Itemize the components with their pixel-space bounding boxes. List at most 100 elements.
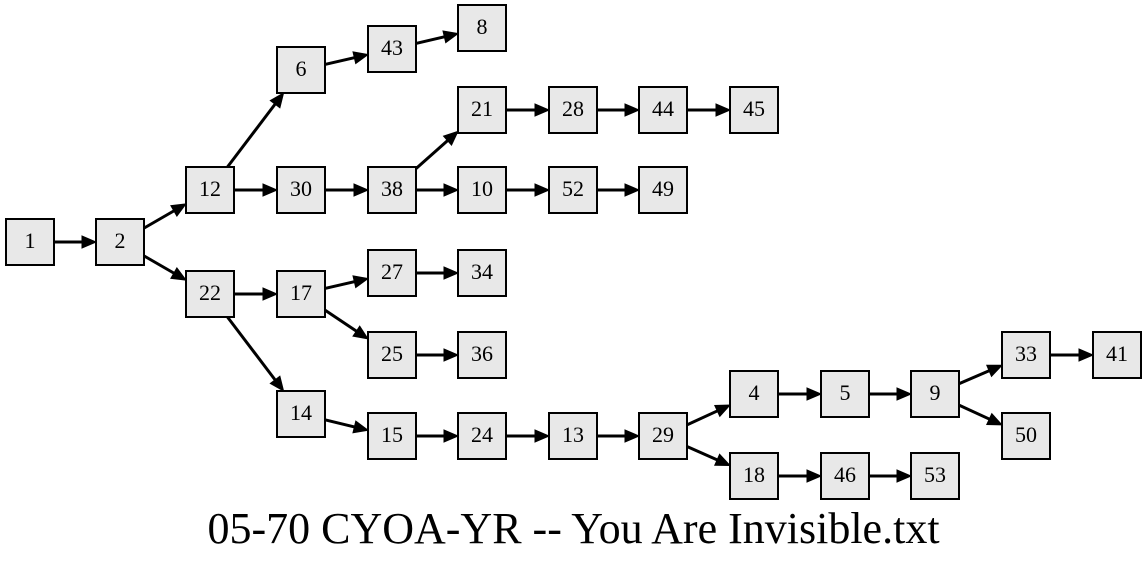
node-45: 45	[729, 86, 779, 134]
arrowhead-icon	[262, 287, 279, 301]
node-box	[457, 4, 507, 52]
edge-6-to-43	[324, 51, 370, 66]
edge-line	[324, 280, 355, 290]
arrowhead-icon	[352, 325, 370, 340]
node-17: 17	[276, 270, 326, 318]
node-label: 13	[562, 422, 584, 447]
node-label: 41	[1106, 341, 1128, 366]
edge-line	[686, 409, 718, 427]
node-label: 33	[1015, 341, 1037, 366]
node-43: 43	[367, 25, 417, 73]
node-box	[820, 370, 870, 418]
node-box	[638, 166, 688, 214]
arrowhead-icon	[896, 469, 913, 483]
edge-line	[415, 35, 445, 45]
node-10: 10	[457, 166, 507, 214]
arrowhead-icon	[534, 103, 551, 117]
node-box	[729, 370, 779, 418]
edge-line	[324, 308, 358, 333]
edge-52-to-49	[597, 183, 641, 197]
node-14: 14	[276, 390, 326, 438]
edge-44-to-45	[687, 103, 732, 117]
node-box	[910, 370, 960, 418]
node-box	[457, 86, 507, 134]
edge-2-to-22	[143, 254, 188, 281]
edge-14-to-15	[324, 418, 370, 434]
node-27: 27	[367, 249, 417, 297]
node-label: 34	[471, 259, 493, 284]
node-label: 36	[471, 341, 493, 366]
node-label: 30	[290, 176, 312, 201]
node-18: 18	[729, 452, 779, 500]
arrowhead-icon	[986, 364, 1004, 378]
node-4: 4	[729, 370, 779, 418]
node-label: 27	[381, 259, 403, 284]
node-box	[1001, 331, 1051, 379]
edge-1-to-2	[54, 235, 98, 249]
node-label: 1	[25, 228, 36, 253]
edge-46-to-53	[869, 469, 913, 483]
arrowhead-icon	[269, 375, 285, 393]
edges-layer	[54, 30, 1095, 483]
arrowhead-icon	[714, 404, 732, 418]
edge-18-to-46	[778, 469, 823, 483]
graph-caption: 05-70 CYOA-YR -- You Are Invisible.txt	[207, 504, 940, 553]
nodes-layer: 1 212226301714433827251582110343624285213…	[5, 4, 1142, 500]
edge-29-to-18	[686, 445, 732, 466]
node-box	[276, 46, 326, 94]
arrowhead-icon	[352, 420, 370, 434]
node-box	[548, 166, 598, 214]
node-label: 6	[296, 56, 307, 81]
arrowhead-icon	[1078, 348, 1095, 362]
node-box	[729, 452, 779, 500]
edge-12-to-30	[234, 183, 279, 197]
node-label: 46	[834, 462, 856, 487]
arrowhead-icon	[81, 235, 98, 249]
arrowhead-icon	[442, 30, 460, 44]
node-box	[548, 412, 598, 460]
node-12: 12	[185, 166, 235, 214]
node-label: 21	[471, 96, 493, 121]
node-1: 1	[5, 218, 55, 266]
edge-30-to-38	[325, 183, 370, 197]
arrowhead-icon	[269, 91, 285, 109]
node-box	[820, 452, 870, 500]
node-44: 44	[638, 86, 688, 134]
arrowhead-icon	[170, 203, 188, 217]
arrowhead-icon	[170, 267, 188, 281]
node-label: 8	[477, 14, 488, 39]
node-label: 22	[199, 280, 221, 305]
node-box	[638, 86, 688, 134]
edge-line	[958, 403, 990, 421]
node-29: 29	[638, 412, 688, 460]
arrowhead-icon	[806, 387, 823, 401]
arrowhead-icon	[443, 266, 460, 280]
node-box	[367, 331, 417, 379]
node-box	[367, 249, 417, 297]
arrowhead-icon	[443, 348, 460, 362]
node-box	[185, 270, 235, 318]
arrowhead-icon	[352, 275, 370, 289]
node-label: 53	[924, 462, 946, 487]
edge-22-to-17	[234, 287, 279, 301]
node-36: 36	[457, 331, 507, 379]
edge-10-to-52	[506, 183, 551, 197]
edge-line	[686, 445, 718, 462]
node-label: 18	[743, 462, 765, 487]
node-box	[1001, 412, 1051, 460]
edge-27-to-34	[416, 266, 460, 280]
node-box	[276, 270, 326, 318]
edge-22-to-14	[226, 316, 285, 393]
arrowhead-icon	[624, 429, 641, 443]
node-49: 49	[638, 166, 688, 214]
arrowhead-icon	[715, 103, 732, 117]
edge-38-to-21	[415, 130, 459, 170]
node-label: 2	[115, 228, 126, 253]
node-28: 28	[548, 86, 598, 134]
node-50: 50	[1001, 412, 1051, 460]
node-label: 49	[652, 176, 674, 201]
node-2: 2	[95, 218, 145, 266]
arrowhead-icon	[443, 183, 460, 197]
edge-line	[324, 418, 355, 429]
node-label: 43	[381, 35, 403, 60]
